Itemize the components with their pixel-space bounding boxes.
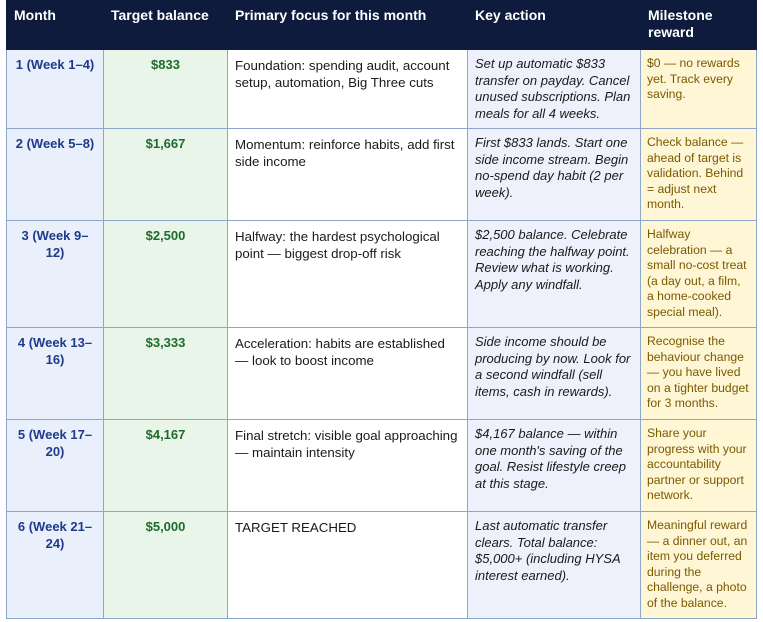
focus-cell: Foundation: spending audit, account setu… bbox=[227, 49, 468, 129]
month-cell: 2 (Week 5–8) bbox=[6, 128, 104, 221]
month-cell: 6 (Week 21–24) bbox=[6, 511, 104, 619]
focus-cell: Halfway: the hardest psychological point… bbox=[227, 220, 468, 328]
header-key-action: Key action bbox=[467, 0, 641, 50]
target-balance-cell: $3,333 bbox=[103, 327, 228, 420]
table-row: 1 (Week 1–4) $833 Foundation: spending a… bbox=[6, 49, 757, 129]
savings-plan-table-container: Month Target balance Primary focus for t… bbox=[6, 0, 757, 619]
target-balance-cell: $5,000 bbox=[103, 511, 228, 619]
month-cell: 3 (Week 9–12) bbox=[6, 220, 104, 328]
header-target-balance: Target balance bbox=[103, 0, 228, 50]
table-row: 6 (Week 21–24) $5,000 TARGET REACHED Las… bbox=[6, 511, 757, 619]
milestone-reward-cell: $0 — no rewards yet. Track every saving. bbox=[640, 49, 757, 129]
month-cell: 5 (Week 17–20) bbox=[6, 419, 104, 512]
table-row: 2 (Week 5–8) $1,667 Momentum: reinforce … bbox=[6, 128, 757, 221]
target-balance-cell: $4,167 bbox=[103, 419, 228, 512]
milestone-reward-cell: Meaningful reward — a dinner out, an ite… bbox=[640, 511, 757, 619]
key-action-cell: $2,500 balance. Celebrate reaching the h… bbox=[467, 220, 641, 328]
month-cell: 4 (Week 13–16) bbox=[6, 327, 104, 420]
month-cell: 1 (Week 1–4) bbox=[6, 49, 104, 129]
milestone-reward-cell: Halfway celebration — a small no-cost tr… bbox=[640, 220, 757, 328]
savings-plan-table: Month Target balance Primary focus for t… bbox=[6, 0, 757, 619]
table-row: 5 (Week 17–20) $4,167 Final stretch: vis… bbox=[6, 419, 757, 512]
focus-cell: TARGET REACHED bbox=[227, 511, 468, 619]
milestone-reward-cell: Check balance — ahead of target is valid… bbox=[640, 128, 757, 221]
focus-cell: Momentum: reinforce habits, add first si… bbox=[227, 128, 468, 221]
header-row: Month Target balance Primary focus for t… bbox=[6, 0, 757, 50]
key-action-cell: Set up automatic $833 transfer on payday… bbox=[467, 49, 641, 129]
milestone-reward-cell: Recognise the behaviour change — you hav… bbox=[640, 327, 757, 420]
target-balance-cell: $833 bbox=[103, 49, 228, 129]
key-action-cell: Last automatic transfer clears. Total ba… bbox=[467, 511, 641, 619]
table-row: 4 (Week 13–16) $3,333 Acceleration: habi… bbox=[6, 327, 757, 420]
key-action-cell: First $833 lands. Start one side income … bbox=[467, 128, 641, 221]
header-month: Month bbox=[6, 0, 104, 50]
header-primary-focus: Primary focus for this month bbox=[227, 0, 468, 50]
milestone-reward-cell: Share your progress with your accountabi… bbox=[640, 419, 757, 512]
key-action-cell: $4,167 balance — within one month's savi… bbox=[467, 419, 641, 512]
target-balance-cell: $2,500 bbox=[103, 220, 228, 328]
focus-cell: Acceleration: habits are established — l… bbox=[227, 327, 468, 420]
key-action-cell: Side income should be producing by now. … bbox=[467, 327, 641, 420]
table-row: 3 (Week 9–12) $2,500 Halfway: the hardes… bbox=[6, 220, 757, 328]
focus-cell: Final stretch: visible goal approaching … bbox=[227, 419, 468, 512]
target-balance-cell: $1,667 bbox=[103, 128, 228, 221]
header-milestone-reward: Milestone reward bbox=[640, 0, 757, 50]
